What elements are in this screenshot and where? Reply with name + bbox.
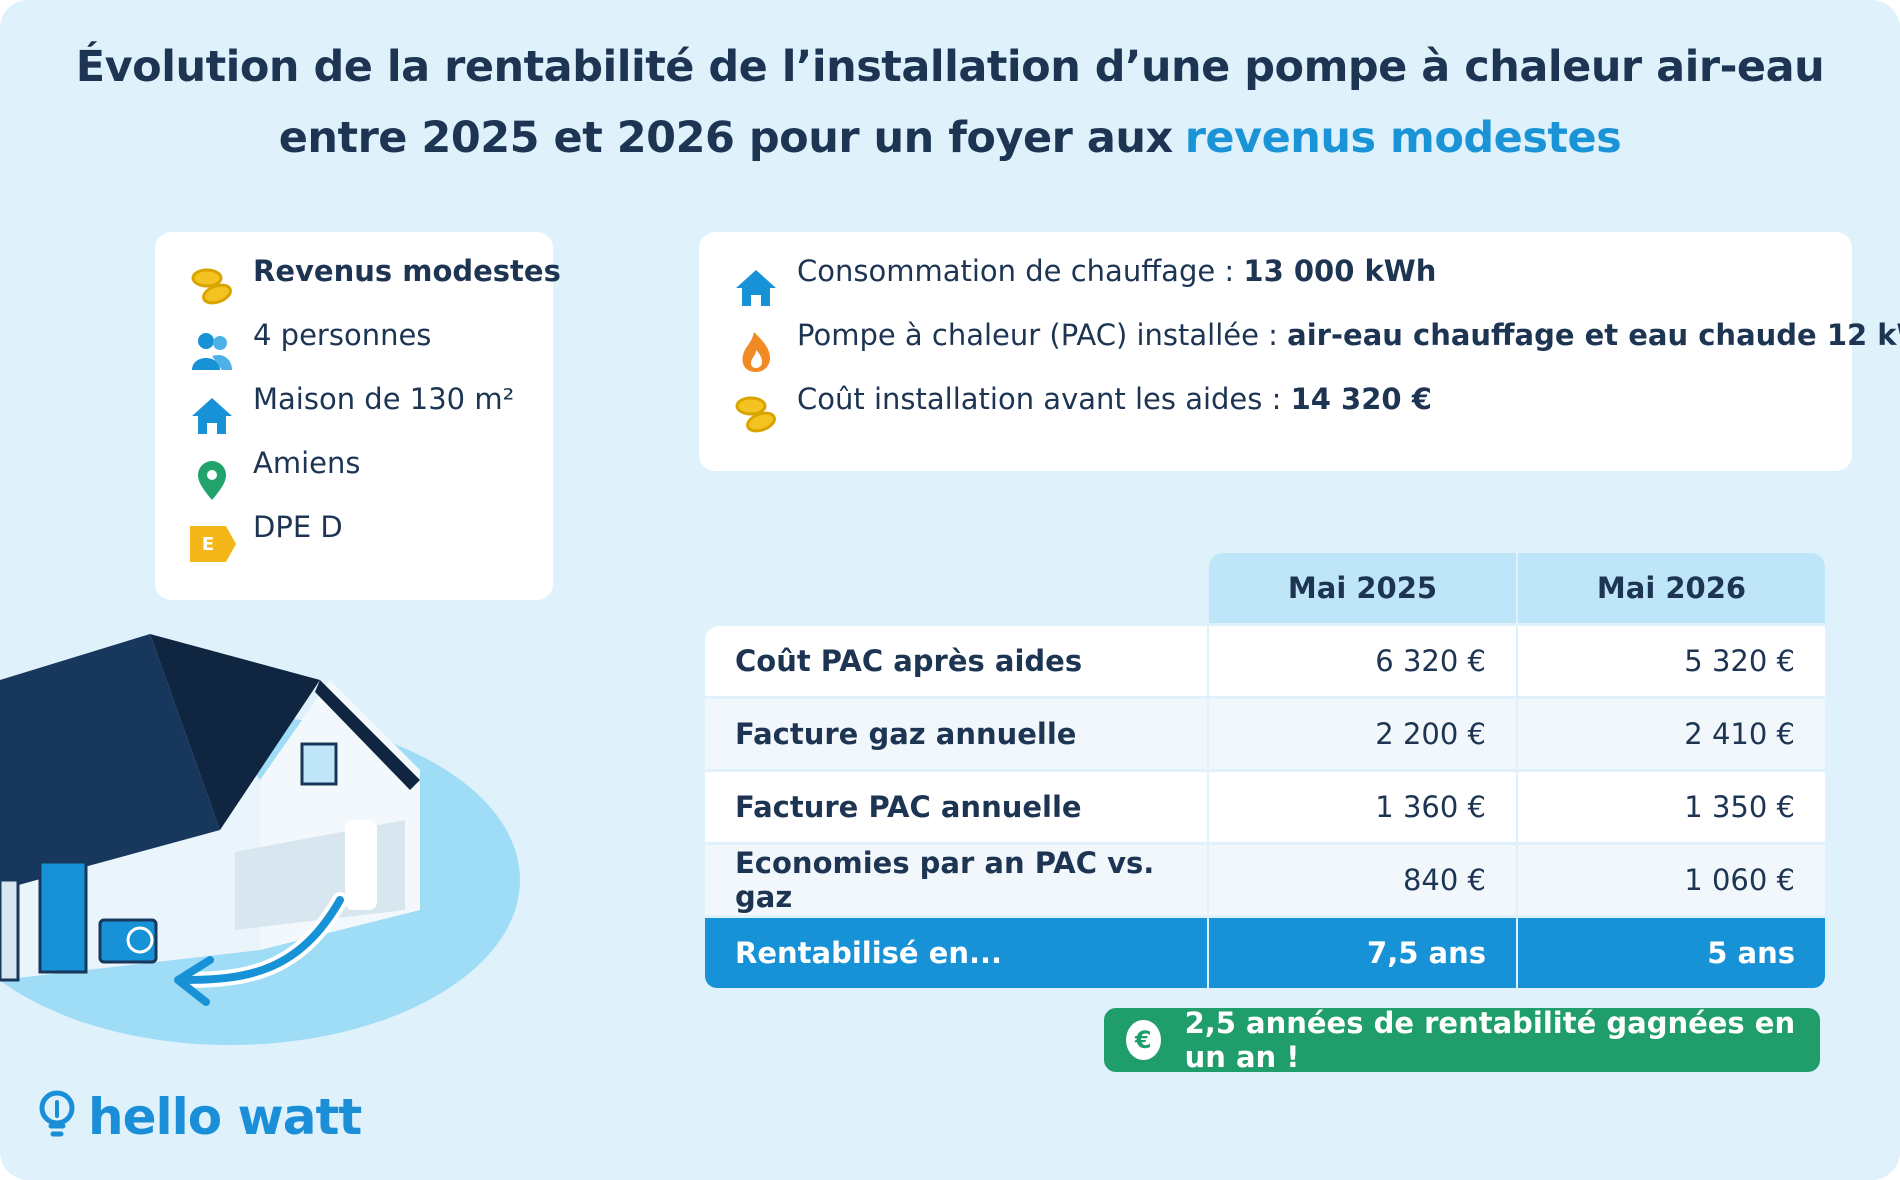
logo-icon bbox=[39, 1090, 75, 1137]
column-header: Mai 2026 bbox=[1518, 553, 1825, 623]
row-label: Facture gaz annuelle bbox=[705, 699, 1207, 769]
dpe-badge: E bbox=[190, 526, 236, 562]
detail-text: Pompe à chaleur (PAC) installée : air-ea… bbox=[797, 318, 1900, 352]
detail-value: 13 000 kWh bbox=[1243, 254, 1437, 288]
table-cell: 2 410 € bbox=[1518, 699, 1825, 769]
row-label: Coût PAC après aides bbox=[705, 626, 1207, 696]
table-corner bbox=[705, 553, 1207, 623]
logo: hello watt bbox=[88, 1088, 362, 1146]
profile-text: DPE D bbox=[253, 510, 343, 544]
detail-label: Pompe à chaleur (PAC) installée : bbox=[797, 318, 1278, 352]
callout-icon: € bbox=[1126, 1020, 1161, 1060]
detail-label: Coût installation avant les aides : bbox=[797, 382, 1282, 416]
table-cell: 2 200 € bbox=[1209, 699, 1516, 769]
profile-text: Revenus modestes bbox=[253, 254, 561, 288]
house-icon bbox=[736, 270, 776, 306]
pin-icon bbox=[198, 461, 226, 500]
house-icon bbox=[192, 398, 232, 434]
profile-text: Maison de 130 m² bbox=[253, 382, 515, 416]
title-line: Évolution de la rentabilité de l’install… bbox=[75, 42, 1825, 92]
table-cell: 6 320 € bbox=[1209, 626, 1516, 696]
coins-icon bbox=[735, 396, 776, 433]
table-cell: 5 ans bbox=[1518, 918, 1825, 988]
house-illustration bbox=[0, 634, 520, 1045]
profile-text: Amiens bbox=[253, 446, 361, 480]
dpe-letter: E bbox=[202, 534, 214, 555]
table-cell: 7,5 ans bbox=[1209, 918, 1516, 988]
column-header: Mai 2025 bbox=[1209, 553, 1516, 623]
coins-icon bbox=[191, 268, 232, 305]
title-line: entre 2025 et 2026 pour un foyer aux reve… bbox=[0, 113, 1900, 163]
table-cell: 840 € bbox=[1209, 845, 1516, 915]
title-text: entre 2025 et 2026 pour un foyer aux bbox=[278, 113, 1173, 163]
detail-value: 14 320 € bbox=[1290, 382, 1432, 416]
table-cell: 5 320 € bbox=[1518, 626, 1825, 696]
detail-text: Consommation de chauffage : 13 000 kWh bbox=[797, 254, 1436, 288]
table-cell: 1 060 € bbox=[1518, 845, 1825, 915]
details-card bbox=[699, 232, 1852, 471]
callout: € 2,5 années de rentabilité gagnées en u… bbox=[1104, 1006, 1820, 1074]
row-label: Rentabilisé en... bbox=[705, 918, 1207, 988]
profile-text: 4 personnes bbox=[253, 318, 432, 352]
detail-value: air-eau chauffage et eau chaude 12 kW bbox=[1287, 318, 1900, 352]
flame-icon bbox=[742, 332, 770, 372]
people-icon bbox=[192, 333, 232, 370]
detail-label: Consommation de chauffage : bbox=[797, 254, 1235, 288]
title-highlight: revenus modestes bbox=[1184, 113, 1622, 163]
table-cell: 1 360 € bbox=[1209, 772, 1516, 842]
row-label: Economies par an PAC vs. gaz bbox=[705, 845, 1207, 915]
comparison-table: Mai 2025 Mai 2026 Coût PAC après aides 6 32… bbox=[705, 553, 1825, 988]
table-cell: 1 350 € bbox=[1518, 772, 1825, 842]
row-label: Facture PAC annuelle bbox=[705, 772, 1207, 842]
detail-text: Coût installation avant les aides : 14 3… bbox=[797, 382, 1432, 416]
callout-text: 2,5 années de rentabilité gagnées en un … bbox=[1184, 1006, 1796, 1074]
